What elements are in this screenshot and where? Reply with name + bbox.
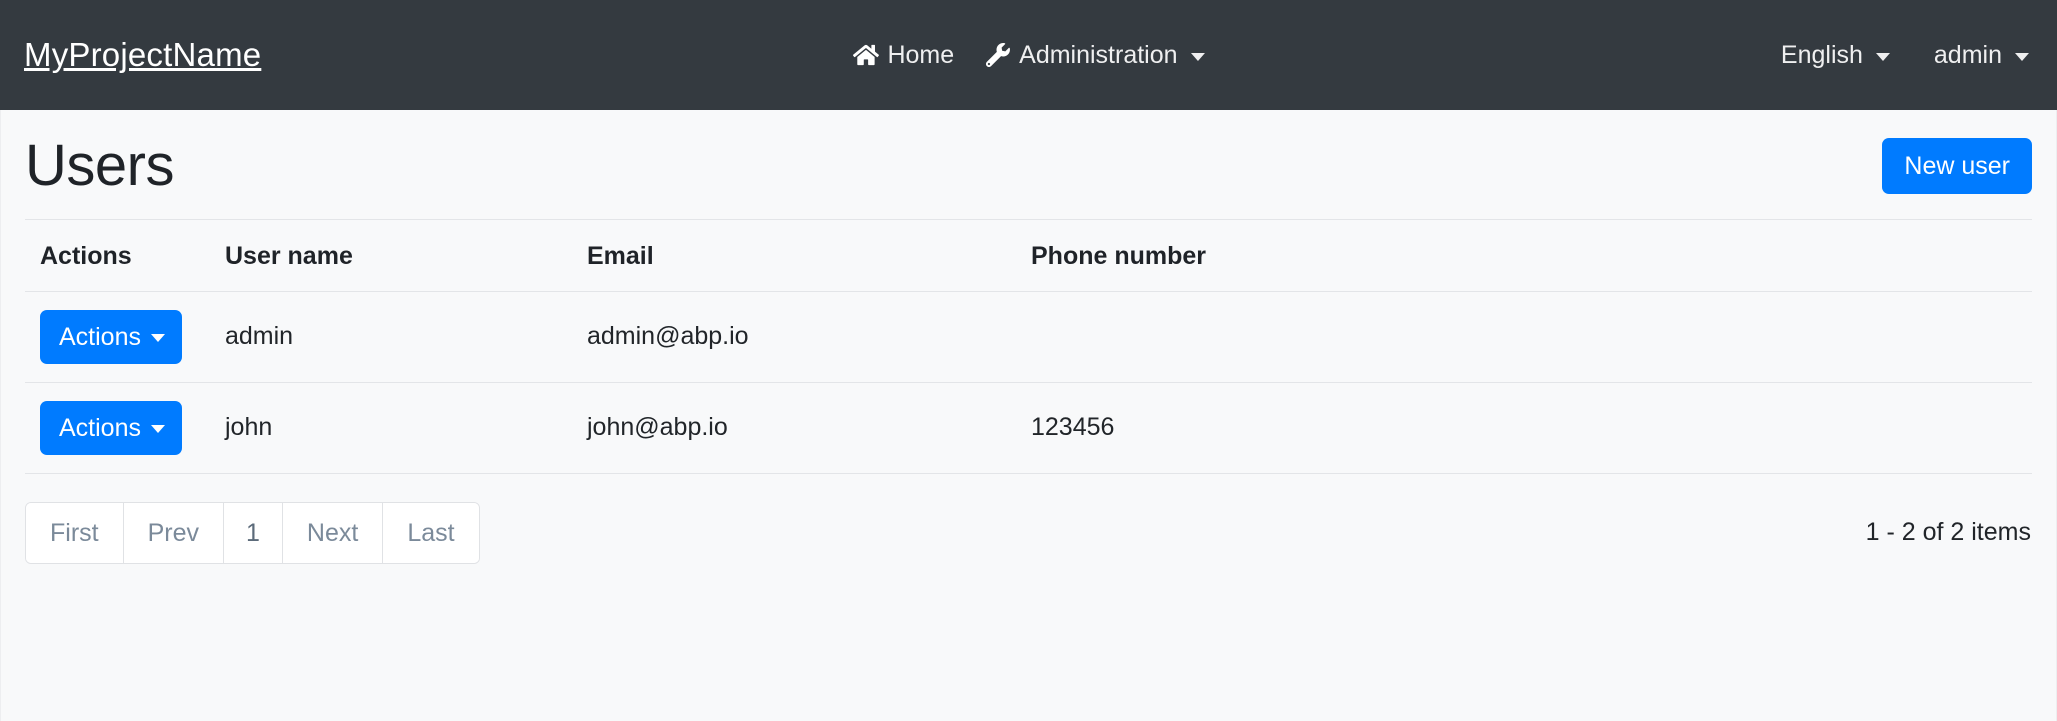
brand-logo[interactable]: MyProjectName bbox=[24, 36, 262, 73]
cell-username: john bbox=[225, 382, 587, 474]
pagination: First Prev 1 Next Last bbox=[25, 501, 480, 564]
column-header-actions: Actions bbox=[25, 219, 225, 292]
user-menu-label: admin bbox=[1933, 40, 2002, 69]
wrench-icon bbox=[986, 43, 1011, 67]
cell-actions: Actions bbox=[25, 382, 225, 474]
top-navbar: MyProjectName Home Administration Englis… bbox=[0, 0, 2057, 110]
chevron-down-icon bbox=[2015, 52, 2029, 61]
chevron-down-icon bbox=[150, 334, 165, 343]
users-table: Actions User name Email Phone number Act… bbox=[25, 219, 2032, 474]
table-row: Actions admin admin@abp.io bbox=[25, 291, 2032, 383]
content-container: Users New user Actions User name Email P… bbox=[1, 110, 2056, 564]
cell-email: admin@abp.io bbox=[587, 291, 1031, 383]
chevron-down-icon bbox=[1190, 52, 1205, 61]
row-actions-label: Actions bbox=[59, 413, 141, 442]
table-header-row: Actions User name Email Phone number bbox=[25, 219, 2032, 292]
pagination-first[interactable]: First bbox=[26, 502, 124, 563]
nav-item-home-label: Home bbox=[887, 40, 955, 69]
page-title: Users bbox=[25, 133, 174, 198]
pagination-next[interactable]: Next bbox=[282, 502, 384, 563]
nav-item-home[interactable]: Home bbox=[852, 41, 954, 70]
cell-email: john@abp.io bbox=[587, 382, 1031, 474]
language-selector[interactable]: English bbox=[1781, 41, 1890, 70]
page-header: Users New user bbox=[25, 110, 2032, 220]
cell-phone bbox=[1031, 291, 2032, 383]
pagination-last[interactable]: Last bbox=[383, 502, 479, 563]
users-table-head: Actions User name Email Phone number bbox=[25, 219, 2032, 292]
column-header-phone: Phone number bbox=[1031, 219, 2032, 292]
cell-actions: Actions bbox=[25, 291, 225, 383]
main-nav: Home Administration bbox=[852, 40, 1205, 70]
items-count-text: 1 - 2 of 2 items bbox=[1865, 518, 2031, 547]
chevron-down-icon bbox=[1875, 52, 1890, 61]
cell-phone: 123456 bbox=[1031, 382, 2032, 474]
column-header-email: Email bbox=[587, 219, 1031, 292]
language-selector-label: English bbox=[1780, 40, 1863, 69]
nav-item-administration-label: Administration bbox=[1019, 40, 1178, 69]
row-actions-button[interactable]: Actions bbox=[40, 400, 182, 455]
new-user-button[interactable]: New user bbox=[1882, 138, 2032, 195]
pagination-prev[interactable]: Prev bbox=[123, 502, 225, 563]
home-icon bbox=[852, 43, 879, 67]
row-actions-label: Actions bbox=[59, 322, 141, 351]
cell-username: admin bbox=[225, 291, 587, 383]
nav-right-group: English admin bbox=[1781, 41, 2029, 70]
user-menu[interactable]: admin bbox=[1934, 41, 2029, 70]
row-actions-button[interactable]: Actions bbox=[40, 309, 182, 364]
chevron-down-icon bbox=[150, 425, 165, 434]
pagination-page-1[interactable]: 1 bbox=[224, 502, 283, 563]
page-body: Users New user Actions User name Email P… bbox=[0, 110, 2057, 721]
table-row: Actions john john@abp.io 123456 bbox=[25, 382, 2032, 474]
users-table-body: Actions admin admin@abp.io Actions bbox=[25, 291, 2032, 474]
pagination-row: First Prev 1 Next Last 1 - 2 of 2 items bbox=[25, 474, 2032, 564]
nav-item-administration[interactable]: Administration bbox=[986, 40, 1205, 70]
column-header-username: User name bbox=[225, 219, 587, 292]
